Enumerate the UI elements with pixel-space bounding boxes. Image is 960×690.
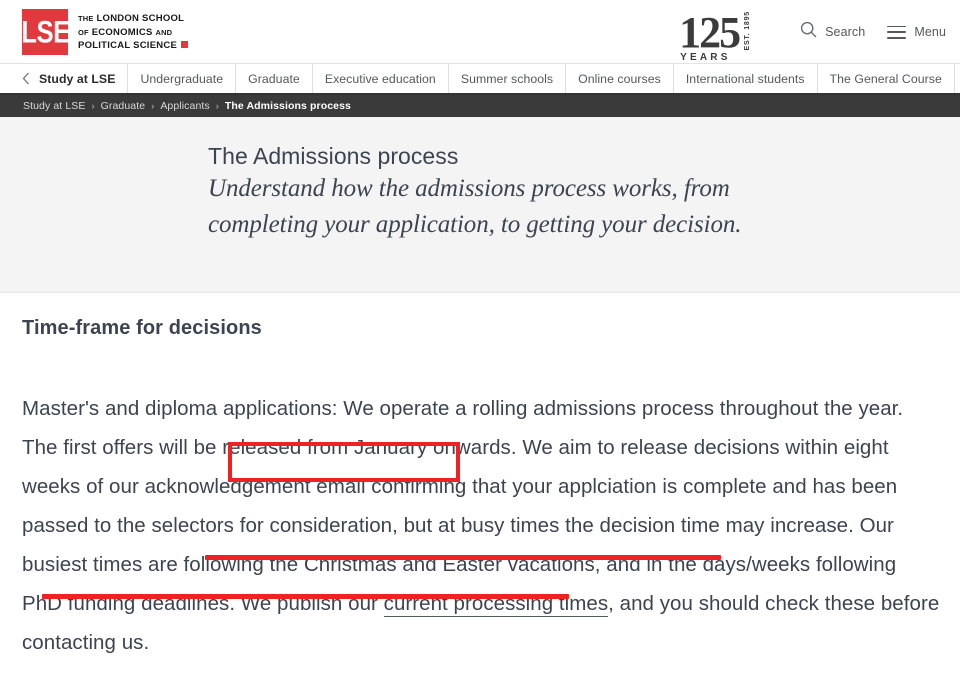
logo-word-political-science: Political Science [78,40,178,51]
main-content: Time-frame for decisions Master's and di… [0,293,960,662]
lse-logo-mark-text: LSE [20,13,70,50]
section-nav: Study at LSE Undergraduate Graduate Exec… [0,64,960,95]
anniversary-established-label: EST. 1895 [744,10,752,51]
logo-word-of: of [78,27,89,37]
lse-logo-wordmark: The London School of Economics and Polit… [78,9,189,53]
nav-item-executive-education[interactable]: Executive education [313,64,449,93]
section-heading: Time-frame for decisions [22,317,262,339]
nav-item-label: Online courses [578,71,661,86]
body-paragraph: Master's and diploma applications: We op… [22,389,940,662]
anniversary-side-group: EST. 1895 [743,10,752,52]
logo-word-london-school: London School [96,13,185,24]
nav-item-label: International students [685,71,805,86]
nav-item-summer-schools[interactable]: Summer schools [449,64,567,93]
nav-item-label: Executive education [324,71,436,86]
breadcrumb-item-current: The Admissions process [224,100,351,112]
menu-button[interactable]: Menu [887,25,946,39]
nav-item-label: Undergraduate [140,71,224,86]
logo-word-the: The [78,14,94,23]
page-subtitle: Understand how the admissions process wo… [208,175,742,238]
logo-word-economics: Economics [91,26,153,38]
search-button[interactable]: Search [800,21,865,43]
anniversary-years-label: YEARS [680,52,731,63]
nav-item-undergraduate[interactable]: Undergraduate [128,64,237,93]
nav-item-online-courses[interactable]: Online courses [566,64,674,93]
breadcrumb-separator-icon: › [91,101,95,111]
hamburger-menu-icon [887,25,907,39]
breadcrumb-item-study-at-lse[interactable]: Study at LSE [23,100,86,112]
paragraph-text-part-1: Master's and diploma applications: We op… [22,397,904,615]
breadcrumb-separator-icon: › [151,101,155,111]
nav-item-international-students[interactable]: International students [674,64,818,93]
nav-item-label: The General Course [829,71,942,86]
chevron-left-icon [22,72,30,85]
hero-banner: The Admissions process Understand how th… [0,117,960,293]
header-right-group: 125 YEARS EST. 1895 Search Menu [679,0,946,64]
logo-red-square-icon [181,41,189,48]
nav-item-label: Summer schools [460,71,554,86]
breadcrumb-separator-icon: › [215,101,219,111]
lse-logo[interactable]: LSE The London School of Economics and P… [20,9,189,55]
search-icon [800,21,817,43]
nav-item-label: Study at LSE [39,71,116,86]
search-label: Search [825,25,866,39]
site-header: LSE The London School of Economics and P… [0,0,960,64]
breadcrumb-item-graduate[interactable]: Graduate [100,100,146,112]
page-title: The Admissions process [208,143,459,169]
paragraph-text-part-2: , and you should check these before cont… [22,592,940,654]
nav-item-label: Graduate [248,71,300,86]
current-processing-times-link[interactable]: current processing times [383,592,609,617]
lse-logo-mark: LSE [20,9,70,55]
breadcrumb-item-applicants[interactable]: Applicants [160,100,210,112]
logo-word-and: and [155,27,173,37]
menu-label: Menu [914,25,946,39]
nav-item-the-general-course[interactable]: The General Course [818,64,955,93]
anniversary-number: 125 [679,8,741,57]
nav-item-graduate[interactable]: Graduate [236,64,313,93]
nav-item-meet-visit-discover-lse[interactable]: Meet, visit and discover LSE [955,64,960,93]
nav-item-study-at-lse[interactable]: Study at LSE [14,64,129,93]
anniversary-125-logo: 125 YEARS EST. 1895 [679,8,752,64]
breadcrumb: Study at LSE › Graduate › Applicants › T… [0,95,960,117]
